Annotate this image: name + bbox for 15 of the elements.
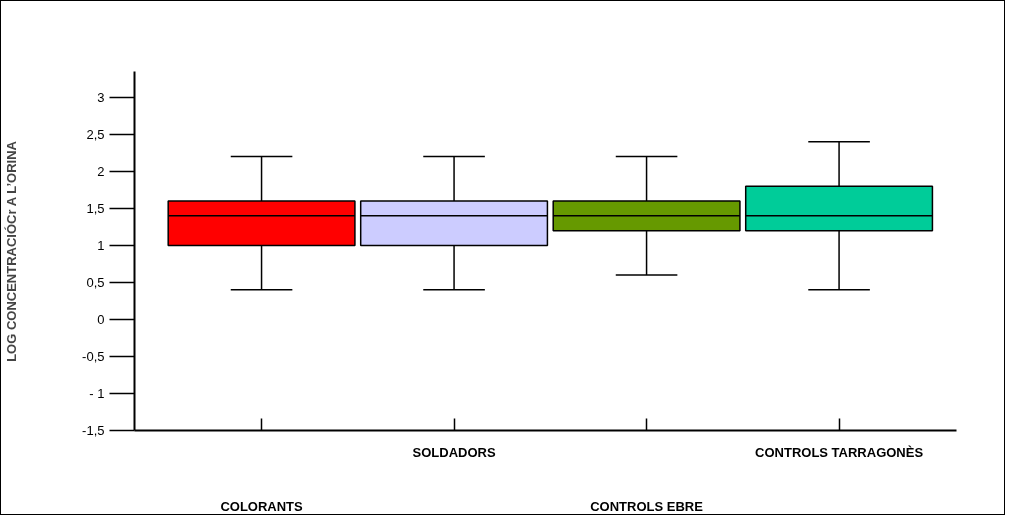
y-tick-label: 2 xyxy=(97,163,105,179)
y-tick-label: 0,5 xyxy=(86,274,105,290)
y-tick-label: 1,5 xyxy=(86,200,105,216)
y-tick-label: 1 xyxy=(97,237,105,253)
x-tick-label: CONTROLS TARRAGONÈS xyxy=(755,444,924,460)
x-tick-label: CONTROLS EBRE xyxy=(590,498,704,514)
y-tick-label: 3 xyxy=(97,89,105,105)
x-tick-label: COLORANTS xyxy=(220,498,304,514)
y-tick-label: -0,5 xyxy=(82,348,105,364)
y-axis-title: LOG CONCENTRACIÓCr A L’ORINA xyxy=(4,140,20,362)
y-tick-label: -1,5 xyxy=(82,423,105,438)
y-tick-label: - 1 xyxy=(89,385,105,401)
x-tick-label: SOLDADORS xyxy=(412,444,496,460)
y-tick-label: 0 xyxy=(97,311,105,327)
y-tick-label: 2,5 xyxy=(86,126,105,142)
